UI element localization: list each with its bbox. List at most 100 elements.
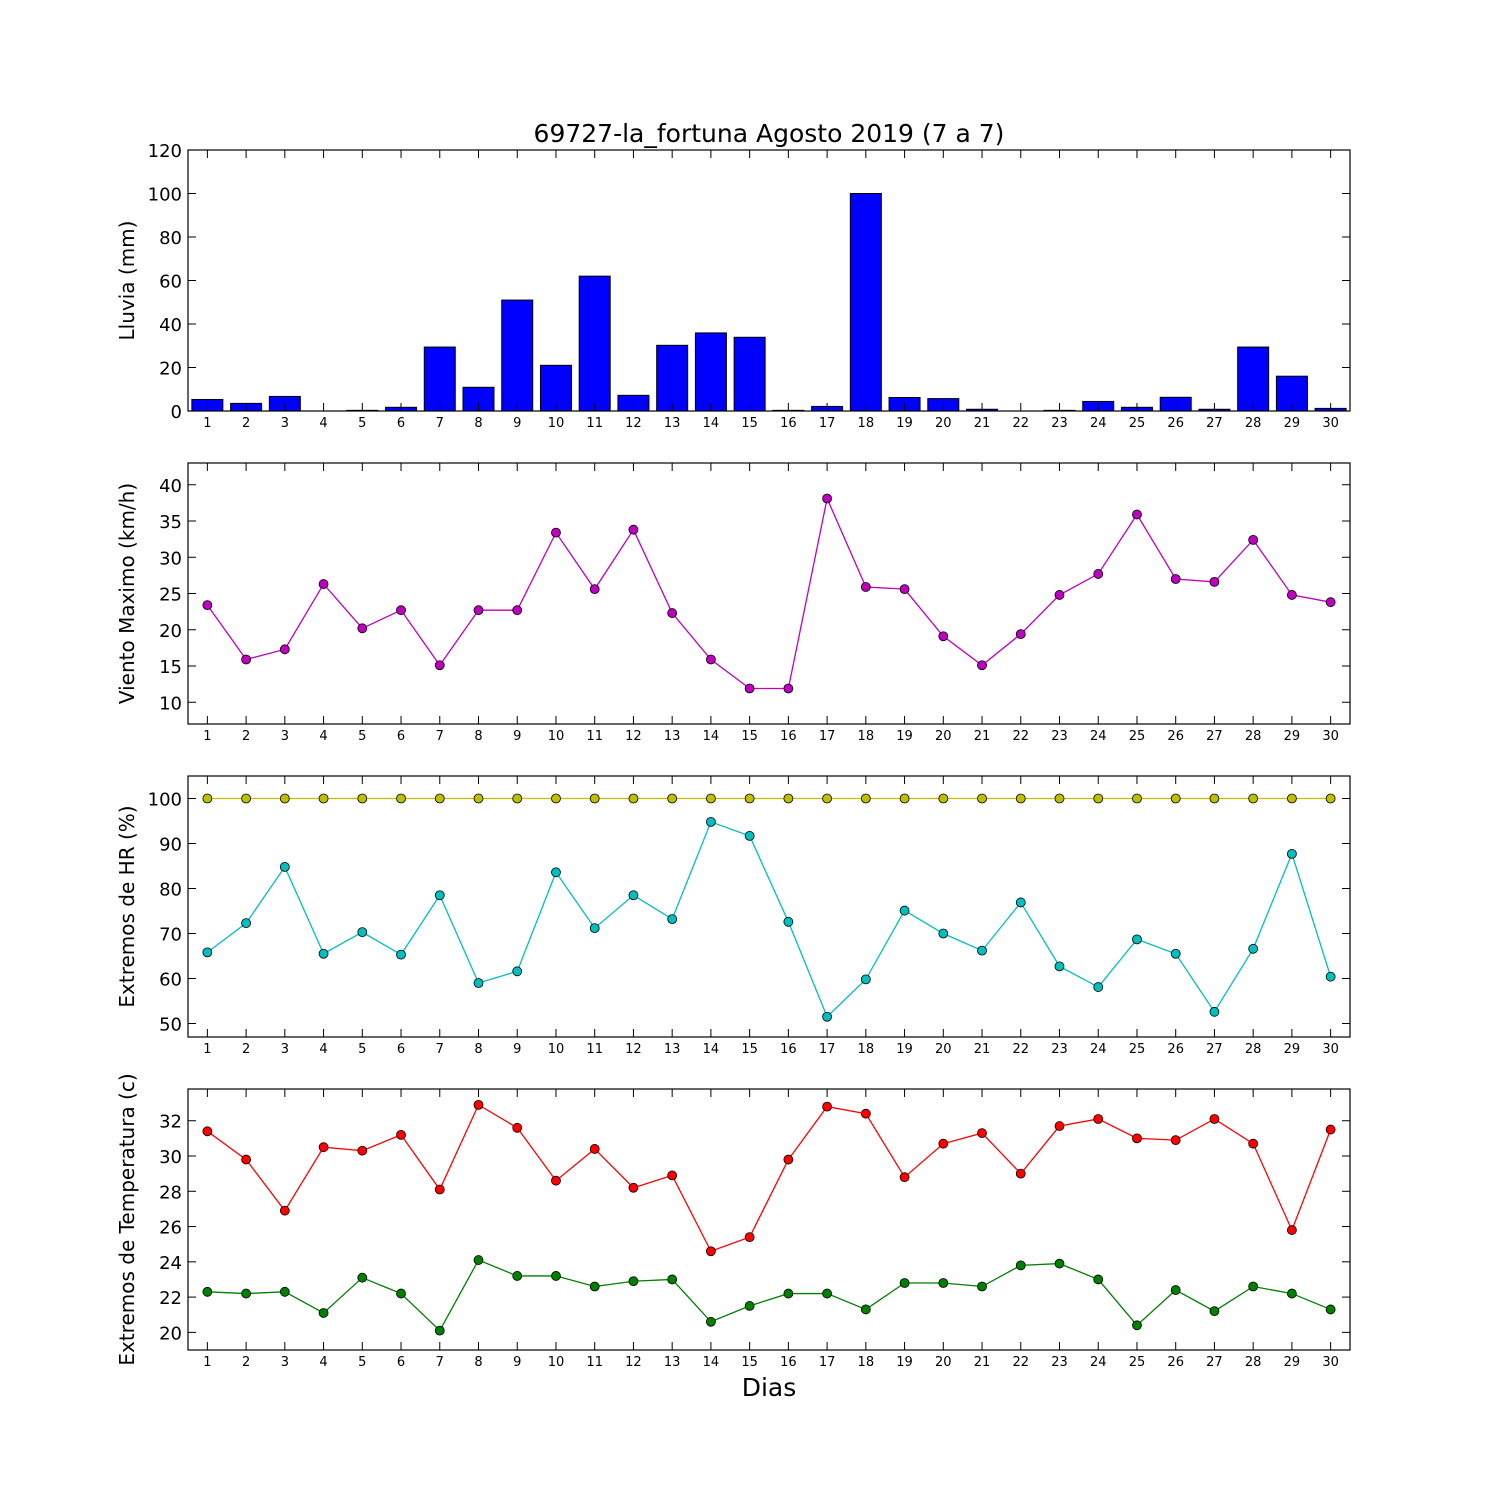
rain-xtick-label: 1 (203, 416, 211, 431)
temperature-series-1-point-13 (667, 1274, 678, 1285)
rain-bar-9 (501, 299, 534, 412)
temperature-axes-frame (187, 1088, 1351, 1351)
wind-series-0-point-2 (241, 654, 252, 665)
temperature-series-1-point-25 (1132, 1320, 1142, 1331)
humidity-xtick-label: 3 (281, 1042, 289, 1057)
humidity-series-1-point-11 (589, 923, 600, 933)
wind-xtick-label: 23 (1051, 729, 1068, 744)
humidity-xtick-label: 12 (625, 1042, 642, 1057)
humidity-series-0-point-22 (1015, 793, 1026, 804)
humidity-series-0-point-7 (434, 793, 445, 804)
temperature-series-0-point-7 (434, 1184, 445, 1195)
humidity-ytick-label: 100 (148, 790, 182, 811)
wind-xtick-label: 5 (358, 729, 366, 744)
wind-series-0-point-19 (899, 584, 910, 595)
rain-xtick-label: 17 (819, 416, 836, 431)
wind-series-0-point-15 (744, 683, 755, 694)
rain-ytick-label: 0 (171, 402, 182, 423)
wind-series-0-line (206, 496, 1331, 690)
temperature-series-0-point-26 (1170, 1135, 1181, 1146)
temperature-series-1-point-23 (1054, 1258, 1065, 1269)
wind-xtick-label: 15 (741, 729, 758, 744)
wind-series-0-point-12 (628, 524, 639, 535)
temperature-series-1-point-27 (1209, 1306, 1220, 1317)
temperature-series-0-point-5 (357, 1145, 368, 1156)
rain-xtick-label: 20 (935, 416, 952, 431)
wind-xtick-label: 10 (548, 729, 565, 744)
wind-xtick-label: 13 (664, 729, 681, 744)
wind-xtick-label: 8 (474, 729, 482, 744)
rain-xtick-label: 8 (474, 416, 482, 431)
wind-xtick-label: 29 (1284, 729, 1301, 744)
humidity-xtick-label: 26 (1167, 1042, 1184, 1057)
wind-series-0-point-29 (1287, 590, 1297, 600)
temperature-series-0-point-27 (1209, 1114, 1220, 1124)
wind-ytick-label: 25 (159, 585, 182, 606)
wind-series-0-point-17 (822, 493, 832, 504)
wind-ytick-label: 35 (159, 512, 182, 533)
wind-xtick-label: 12 (625, 729, 642, 744)
humidity-series-0-point-28 (1248, 793, 1259, 804)
wind-xtick-label: 27 (1206, 729, 1223, 744)
humidity-series-1-point-4 (318, 948, 329, 959)
humidity-series-1-point-30 (1325, 971, 1336, 982)
temperature-xtick-label: 2 (242, 1355, 250, 1370)
temperature-series-1-point-16 (783, 1288, 794, 1299)
wind-xtick-label: 7 (436, 729, 444, 744)
temperature-ytick-label: 24 (159, 1253, 182, 1274)
temperature-xtick-label: 4 (319, 1355, 327, 1370)
humidity-xtick-label: 19 (896, 1042, 913, 1057)
humidity-series-1-point-27 (1209, 1006, 1220, 1017)
wind-series-0-point-4 (318, 579, 329, 589)
temperature-xtick-label: 19 (896, 1355, 913, 1370)
humidity-series-1-point-22 (1015, 897, 1026, 908)
humidity-series-1-point-3 (279, 862, 290, 872)
humidity-xtick-label: 25 (1129, 1042, 1146, 1057)
humidity-series-1-point-13 (667, 914, 678, 924)
humidity-series-1-point-8 (473, 978, 484, 988)
rain-xtick-label: 11 (586, 416, 603, 431)
temperature-y-axis-label: Extremos de Temperatura (c) (115, 1073, 139, 1365)
humidity-xtick-label: 7 (436, 1042, 444, 1057)
temperature-series-0-point-14 (706, 1246, 716, 1257)
temperature-series-1-point-4 (318, 1308, 329, 1318)
humidity-series-0-point-2 (241, 793, 252, 804)
temperature-series-1-point-20 (938, 1278, 949, 1288)
wind-xtick-label: 1 (203, 729, 211, 744)
temperature-xtick-label: 28 (1245, 1355, 1262, 1370)
temperature-series-0-point-3 (279, 1205, 290, 1216)
humidity-series-1-point-12 (628, 890, 639, 901)
humidity-series-0-point-10 (551, 793, 561, 804)
humidity-series-1-point-17 (822, 1011, 832, 1022)
rain-bar-15 (733, 336, 766, 412)
wind-series-0-point-1 (202, 600, 213, 610)
temperature-series-0-point-4 (318, 1142, 329, 1153)
humidity-xtick-label: 14 (703, 1042, 720, 1057)
wind-series-0-point-9 (512, 605, 523, 616)
humidity-series-0-point-26 (1170, 793, 1181, 804)
temperature-xtick-label: 3 (281, 1355, 289, 1370)
wind-ytick-label: 15 (159, 657, 182, 678)
wind-xtick-label: 16 (780, 729, 797, 744)
temperature-series-0-point-25 (1132, 1133, 1142, 1144)
wind-series-0-point-13 (667, 608, 678, 618)
wind-series-0-point-5 (357, 623, 368, 634)
wind-series-0-point-14 (706, 654, 716, 665)
wind-xtick-label: 24 (1090, 729, 1107, 744)
wind-xtick-label: 26 (1167, 729, 1184, 744)
wind-xtick-label: 20 (935, 729, 952, 744)
humidity-series-1-point-20 (938, 928, 949, 939)
humidity-series-1-point-5 (357, 927, 368, 938)
rain-xtick-label: 25 (1129, 416, 1146, 431)
temperature-series-0-point-16 (783, 1154, 794, 1165)
temperature-xtick-label: 22 (1012, 1355, 1029, 1370)
rain-bar-11 (578, 275, 611, 412)
humidity-series-0-point-20 (938, 793, 949, 804)
temperature-xtick-label: 21 (974, 1355, 991, 1370)
temperature-series-1-point-19 (899, 1278, 910, 1288)
humidity-series-0-point-24 (1093, 793, 1104, 804)
wind-series-0-point-16 (783, 683, 794, 694)
temperature-series-0-point-24 (1093, 1114, 1104, 1124)
temperature-series-1-point-24 (1093, 1274, 1104, 1285)
